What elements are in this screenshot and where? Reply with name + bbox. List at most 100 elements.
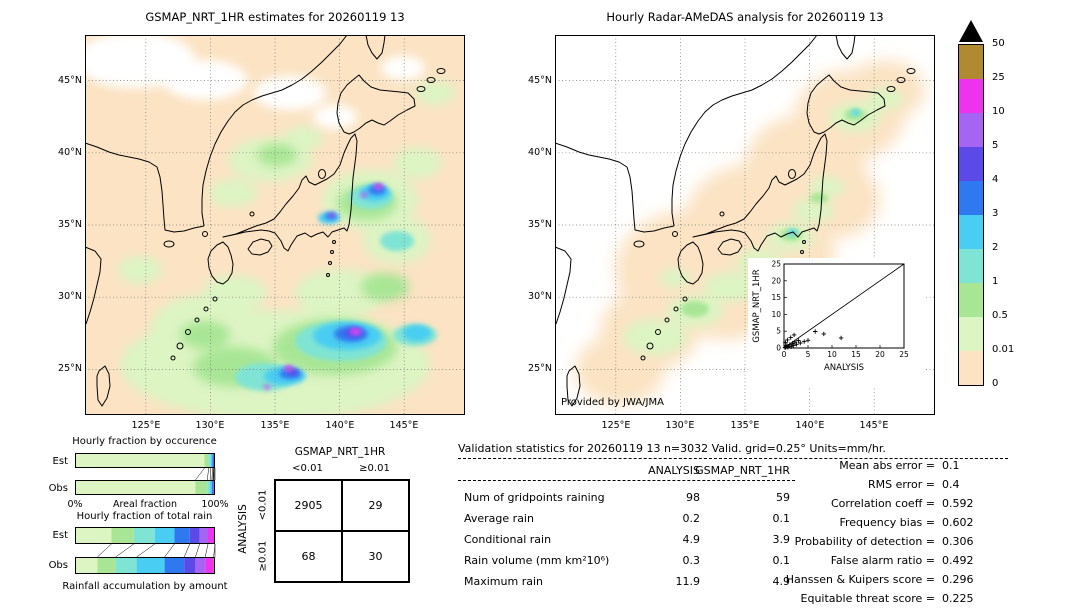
- right-map-frame: [555, 35, 935, 415]
- stats-value-analysis: 0.2: [682, 512, 701, 525]
- scatter-point: [791, 332, 797, 338]
- colorbar-tick-label: 3: [992, 208, 999, 219]
- stats-row-label: Rain volume (mm km²10⁶): [464, 554, 610, 567]
- stats-summary-value: 0.225: [942, 592, 974, 605]
- colorbar-band: [959, 283, 983, 317]
- left-map-xtick: 135°E: [260, 420, 290, 431]
- total-rain-title: Hourly fraction of total rain: [76, 511, 213, 522]
- bar-segment: [97, 557, 116, 574]
- stats-summary-label: Mean abs error =: [839, 459, 935, 472]
- scatter-point: [791, 343, 796, 348]
- colorbar-band: [959, 45, 983, 79]
- stats-summary-label: Probability of detection =: [794, 535, 935, 548]
- bar-segment: [204, 453, 209, 468]
- left-map-xtick: 130°E: [195, 420, 225, 431]
- stats-row-label: Maximum rain: [464, 575, 543, 588]
- occurrence-title: Hourly fraction by occurence: [72, 436, 217, 447]
- bar-segment: [207, 480, 211, 495]
- inset-x-tick: 10: [827, 350, 837, 359]
- bar-segment: [174, 527, 190, 544]
- bar-segment: [75, 527, 112, 544]
- contingency-row-group: ANALYSIS: [237, 504, 249, 554]
- inset-y-tick: 5: [776, 327, 781, 336]
- inset-y-tick: 10: [771, 310, 781, 319]
- map-credit: Provided by JWA/JMA: [561, 397, 664, 408]
- occurrence-x-left: 0%: [67, 499, 83, 510]
- bar-segment: [136, 557, 165, 574]
- map-gridlines: [85, 35, 465, 415]
- left-map-title: GSMAP_NRT_1HR estimates for 20260119 13: [145, 10, 405, 24]
- colorbar-tick-label: 5: [992, 140, 999, 151]
- stats-value-gsmap: 0.1: [772, 512, 791, 525]
- stats-summary-value: 0.4: [942, 478, 960, 491]
- bar-segment: [210, 453, 213, 468]
- stats-summary-value: 0.296: [942, 573, 974, 586]
- right-map-ytick: 30°N: [528, 291, 552, 302]
- inset-ylabel: GSMAP_NRT_1HR: [752, 269, 762, 342]
- bar-segment: [199, 527, 208, 544]
- stats-summary-label: Equitable threat score =: [800, 592, 935, 605]
- bar-segment: [212, 453, 214, 468]
- scatter-point: [785, 345, 790, 350]
- total-rain-bars: [75, 527, 216, 574]
- stats-value-gsmap: 0.1: [772, 554, 791, 567]
- bar-segment: [211, 480, 213, 495]
- colorbar-band: [959, 181, 983, 215]
- left-map-ytick: 35°N: [58, 219, 82, 230]
- right-map-xtick: 125°E: [601, 420, 631, 431]
- colorbar-tick-label: 1: [992, 276, 999, 287]
- colorbar-band: [959, 215, 983, 249]
- right-map-title: Hourly Radar-AMeDAS analysis for 2026011…: [606, 10, 884, 24]
- stats-summary-label: RMS error =: [868, 478, 935, 491]
- stats-col-header: ANALYSIS: [648, 464, 700, 477]
- left-map-precipitation-layer: [85, 35, 455, 415]
- inset-xlabel: ANALYSIS: [824, 363, 864, 373]
- stats-value-gsmap: 3.9: [772, 533, 791, 546]
- stats-value-analysis: 0.3: [682, 554, 701, 567]
- scatter-point: [802, 339, 807, 344]
- scatter-point: [785, 337, 790, 343]
- bar-segment: [208, 453, 211, 468]
- stats-summary-label: False alarm ratio =: [830, 554, 935, 567]
- coastlines: [85, 35, 446, 407]
- bar-segment: [111, 527, 134, 544]
- stats-summary-label: Correlation coeff =: [831, 497, 935, 510]
- stats-value-analysis: 4.9: [682, 533, 701, 546]
- bar-segment: [210, 480, 212, 495]
- bar-segment: [164, 557, 185, 574]
- contingency-col-group: GSMAP_NRT_1HR: [294, 446, 386, 458]
- colorbar-band: [959, 113, 983, 147]
- bar-segment: [195, 557, 206, 574]
- scatter-point: [794, 342, 799, 347]
- occurrence-bars: [75, 453, 216, 495]
- stats-summary-label: Hanssen & Kuipers score =: [785, 573, 935, 586]
- right-map-xtick: 140°E: [795, 420, 825, 431]
- left-map-ytick: 40°N: [58, 147, 82, 158]
- colorbar-tick-label: 0.01: [992, 344, 1015, 355]
- colorbar-tick-label: 0.5: [992, 310, 1008, 321]
- left-map-plot: [85, 35, 465, 415]
- colorbar-tick-label: 50: [992, 38, 1005, 49]
- right-map-xtick: 145°E: [859, 420, 889, 431]
- inset-y-tick: 0: [776, 344, 781, 353]
- occurrence-row-label-obs: Obs: [48, 483, 68, 494]
- stats-summary-value: 0.602: [942, 516, 974, 529]
- colorbar-tick-label: 4: [992, 174, 999, 185]
- contingency-row-label: <0.01: [257, 489, 269, 521]
- colorbar: 50 25 10 5 4 3 2 1 0.5 0.01 0: [958, 20, 1068, 405]
- left-map-xtick: 145°E: [389, 420, 419, 431]
- bar-segment: [189, 527, 200, 544]
- colorbar-band: [959, 79, 983, 113]
- inset-y-tick: 25: [771, 260, 781, 269]
- bar-segment: [75, 557, 98, 574]
- scatter-point: [796, 338, 801, 343]
- bar-segment: [75, 453, 205, 468]
- bar-segment: [75, 480, 196, 495]
- inset-x-tick: 0: [782, 350, 787, 359]
- scatter-point: [813, 329, 818, 334]
- contingency-cell: 30: [342, 531, 409, 582]
- scatter-point: [792, 339, 798, 345]
- stats-value-analysis: 98: [686, 491, 700, 504]
- stats-summary-value: 0.306: [942, 535, 974, 548]
- bar-segment: [205, 557, 214, 574]
